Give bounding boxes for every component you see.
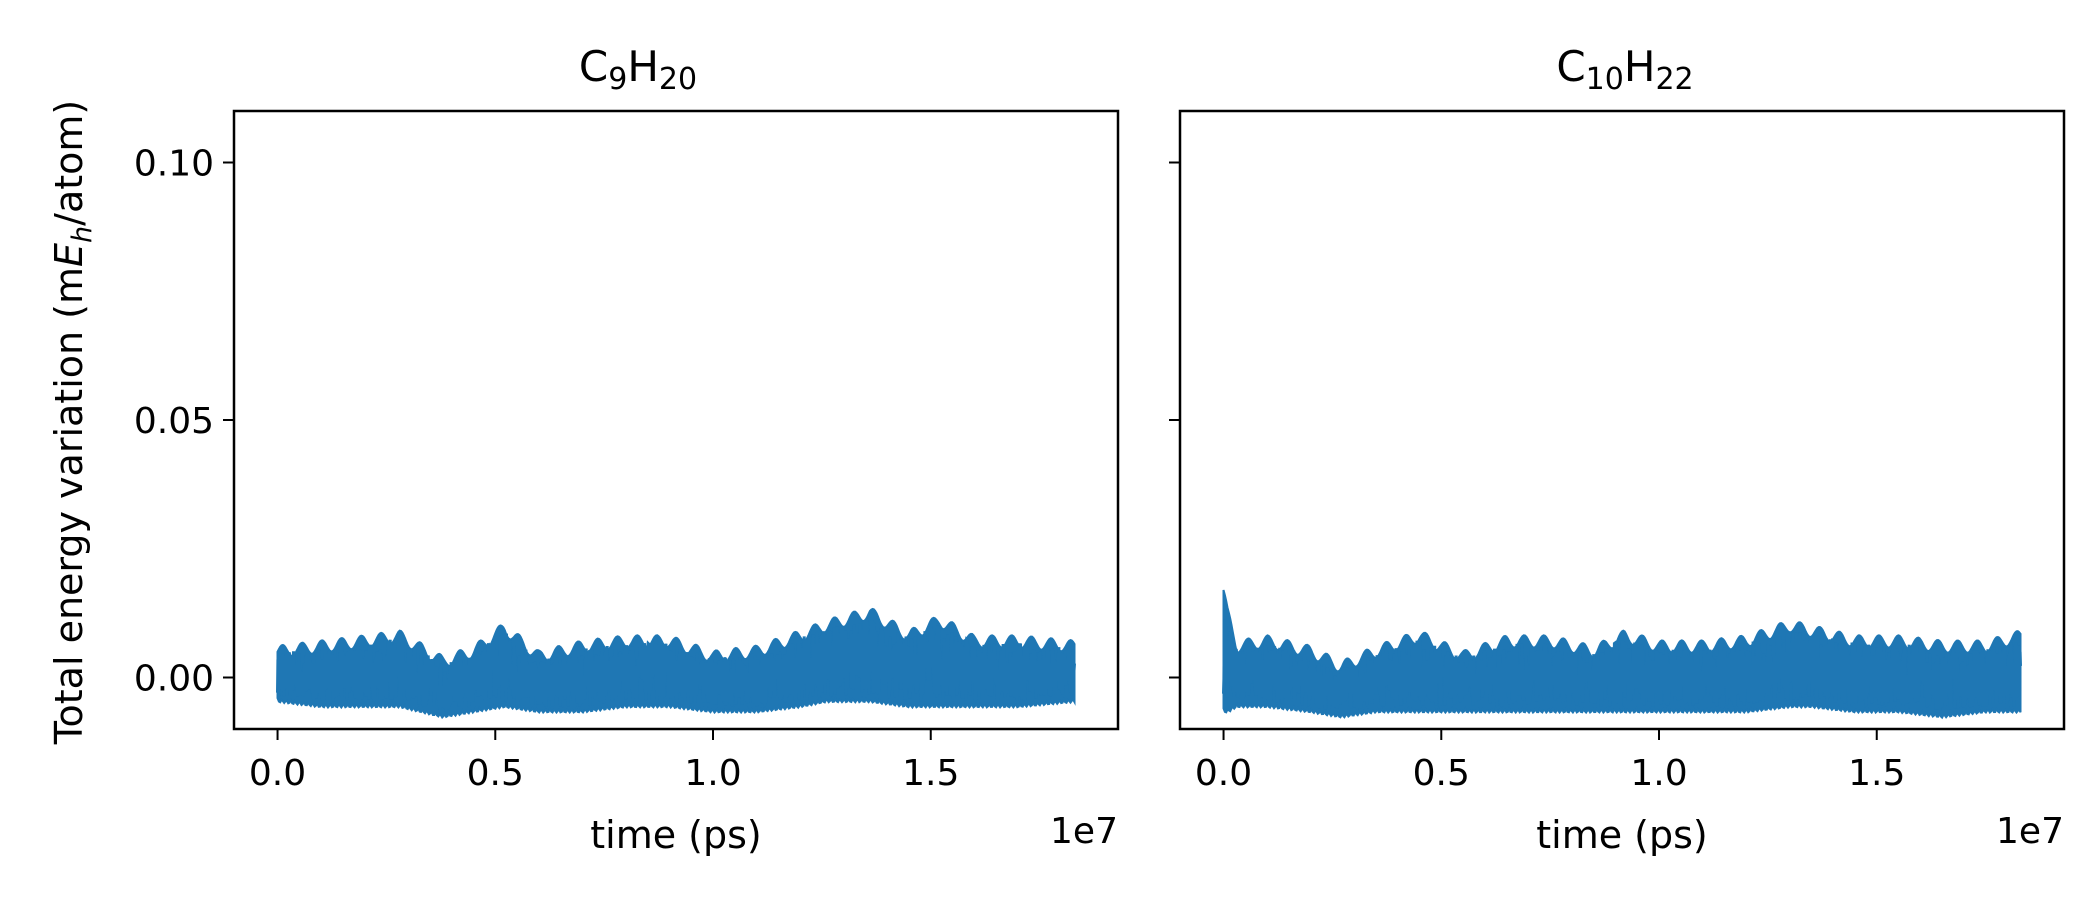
title-sub-2: 22 [1655, 62, 1693, 97]
panel-title: C9H20 [579, 42, 697, 97]
y-axis-label-pre: Total energy variation (m [47, 267, 91, 745]
title-base-2: H [627, 42, 659, 91]
title-base-1: C [579, 42, 608, 91]
title-base-2: H [1624, 42, 1656, 91]
panel-right: C10H22 0.0 0.5 1.0 1.5 time (ps) 1e7 [1169, 42, 2066, 857]
x-offset-label: 1e7 [1996, 811, 2064, 852]
plot-area-right [1222, 589, 2022, 720]
x-tick-label: 1.5 [1848, 753, 1905, 794]
y-axis-label-subscript: h [67, 226, 98, 243]
panel-left: C9H20 0.0 0.5 1.0 1.5 0.00 0.05 0.10 time (ps… [134, 42, 1120, 857]
x-axis-label: time (ps) [590, 813, 762, 857]
y-ticks-right [1169, 161, 1180, 679]
y-axis-label-post: /atom) [47, 100, 91, 226]
x-tick-label: 1.5 [902, 753, 959, 794]
x-axis-label: time (ps) [1536, 813, 1708, 857]
x-tick-label: 1.0 [1630, 753, 1687, 794]
x-tick-label: 0.5 [467, 753, 524, 794]
title-sub-2: 20 [659, 62, 697, 97]
series-noise-right [1222, 619, 2022, 711]
x-tick-label: 0.5 [1413, 753, 1470, 794]
x-offset-label: 1e7 [1050, 811, 1118, 852]
y-ticks-left: 0.00 0.05 0.10 [134, 144, 234, 700]
title-sub-1: 9 [608, 62, 627, 97]
y-tick-label: 0.05 [134, 401, 214, 442]
y-axis-label-symbol: E [47, 243, 91, 267]
title-base-1: C [1556, 42, 1585, 91]
x-tick-label: 1.0 [684, 753, 741, 794]
plot-area-left [276, 607, 1076, 720]
x-tick-label: 0.0 [1195, 753, 1252, 794]
axes-frame-right [1178, 109, 2066, 731]
series-noise-left [276, 616, 1076, 712]
x-ticks-left: 0.0 0.5 1.0 1.5 [249, 729, 959, 794]
x-tick-label: 0.0 [249, 753, 306, 794]
x-ticks-right: 0.0 0.5 1.0 1.5 [1195, 729, 1905, 794]
panel-title: C10H22 [1556, 42, 1693, 97]
y-tick-label: 0.10 [134, 144, 214, 185]
y-axis-label: Total energy variation (mEh/atom) [47, 100, 98, 746]
axes-frame-left [232, 109, 1120, 731]
title-sub-1: 10 [1586, 62, 1624, 97]
y-tick-label: 0.00 [134, 659, 214, 700]
